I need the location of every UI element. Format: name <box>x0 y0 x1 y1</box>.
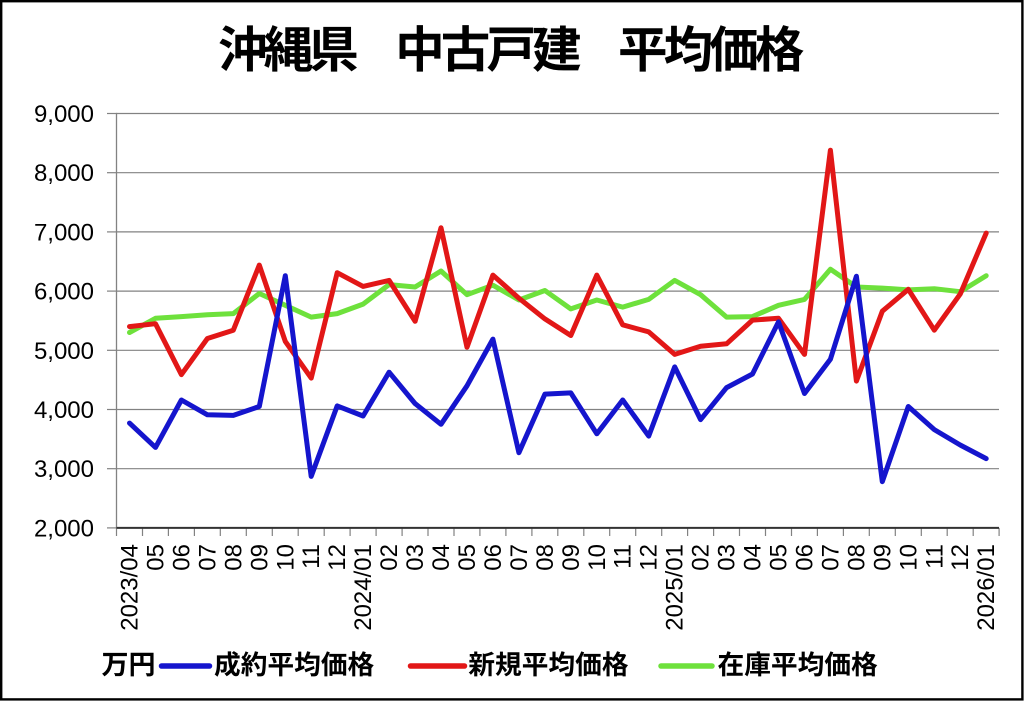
svg-text:6,000: 6,000 <box>34 279 94 306</box>
svg-text:02: 02 <box>376 544 403 571</box>
svg-text:2023/04: 2023/04 <box>117 544 144 631</box>
svg-text:05: 05 <box>766 544 793 571</box>
svg-text:07: 07 <box>817 544 844 571</box>
svg-text:2,000: 2,000 <box>34 515 94 542</box>
svg-text:8,000: 8,000 <box>34 160 94 187</box>
svg-text:10: 10 <box>272 544 299 571</box>
svg-text:07: 07 <box>506 544 533 571</box>
svg-text:06: 06 <box>480 544 507 571</box>
svg-text:11: 11 <box>921 544 948 569</box>
svg-text:05: 05 <box>454 544 481 571</box>
svg-text:04: 04 <box>428 544 455 571</box>
svg-text:02: 02 <box>688 544 715 571</box>
svg-text:5,000: 5,000 <box>34 338 94 365</box>
svg-text:4,000: 4,000 <box>34 397 94 424</box>
svg-text:09: 09 <box>246 544 273 571</box>
svg-text:09: 09 <box>558 544 585 571</box>
svg-text:2024/01: 2024/01 <box>350 544 377 631</box>
svg-text:2025/01: 2025/01 <box>662 544 689 631</box>
svg-text:12: 12 <box>324 544 351 571</box>
svg-text:07: 07 <box>194 544 221 571</box>
svg-text:10: 10 <box>895 544 922 571</box>
svg-text:3,000: 3,000 <box>34 456 94 483</box>
svg-text:10: 10 <box>584 544 611 571</box>
svg-text:05: 05 <box>143 544 170 571</box>
svg-text:08: 08 <box>532 544 559 571</box>
svg-text:06: 06 <box>168 544 195 571</box>
svg-text:12: 12 <box>947 544 974 571</box>
svg-text:03: 03 <box>402 544 429 571</box>
svg-text:08: 08 <box>843 544 870 571</box>
svg-text:08: 08 <box>220 544 247 571</box>
svg-text:06: 06 <box>792 544 819 571</box>
svg-text:11: 11 <box>298 544 325 569</box>
svg-text:2026/01: 2026/01 <box>973 544 1000 631</box>
svg-text:09: 09 <box>869 544 896 571</box>
svg-text:9,000: 9,000 <box>34 101 94 128</box>
svg-text:04: 04 <box>740 544 767 571</box>
svg-text:11: 11 <box>610 544 637 569</box>
svg-text:12: 12 <box>636 544 663 571</box>
svg-text:03: 03 <box>714 544 741 571</box>
svg-text:7,000: 7,000 <box>34 219 94 246</box>
